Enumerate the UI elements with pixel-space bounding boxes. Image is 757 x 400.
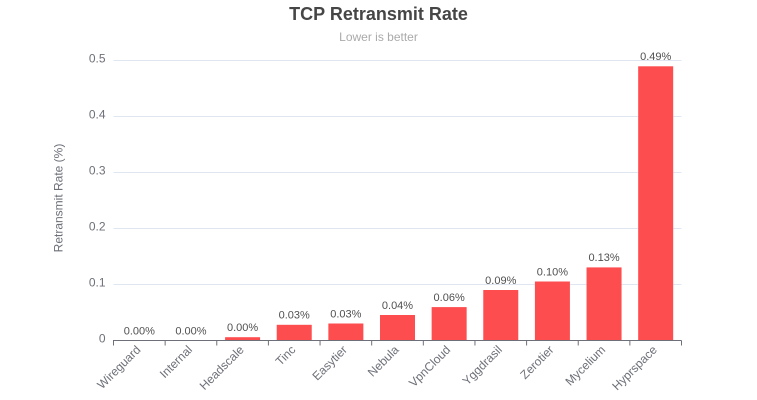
svg-text:0.2: 0.2 bbox=[89, 220, 106, 234]
svg-text:0.09%: 0.09% bbox=[485, 275, 516, 287]
svg-text:Lower is better: Lower is better bbox=[339, 30, 418, 44]
svg-text:0.04%: 0.04% bbox=[382, 300, 413, 312]
svg-text:0.1: 0.1 bbox=[89, 276, 106, 290]
svg-text:0.00%: 0.00% bbox=[175, 325, 206, 337]
svg-text:0.13%: 0.13% bbox=[588, 252, 619, 264]
svg-text:Retransmit Rate (%): Retransmit Rate (%) bbox=[52, 144, 66, 253]
svg-text:0.00%: 0.00% bbox=[227, 322, 258, 334]
svg-text:0: 0 bbox=[99, 332, 106, 346]
svg-text:0.03%: 0.03% bbox=[279, 310, 310, 322]
svg-text:TCP Retransmit Rate: TCP Retransmit Rate bbox=[289, 4, 468, 24]
svg-text:0.49%: 0.49% bbox=[640, 51, 671, 63]
svg-text:0.4: 0.4 bbox=[89, 108, 106, 122]
svg-text:0.06%: 0.06% bbox=[434, 292, 465, 304]
svg-text:0.3: 0.3 bbox=[89, 164, 106, 178]
svg-text:0.10%: 0.10% bbox=[537, 266, 568, 278]
svg-text:0.00%: 0.00% bbox=[124, 325, 155, 337]
svg-text:0.5: 0.5 bbox=[89, 52, 106, 66]
svg-text:0.03%: 0.03% bbox=[330, 308, 361, 320]
